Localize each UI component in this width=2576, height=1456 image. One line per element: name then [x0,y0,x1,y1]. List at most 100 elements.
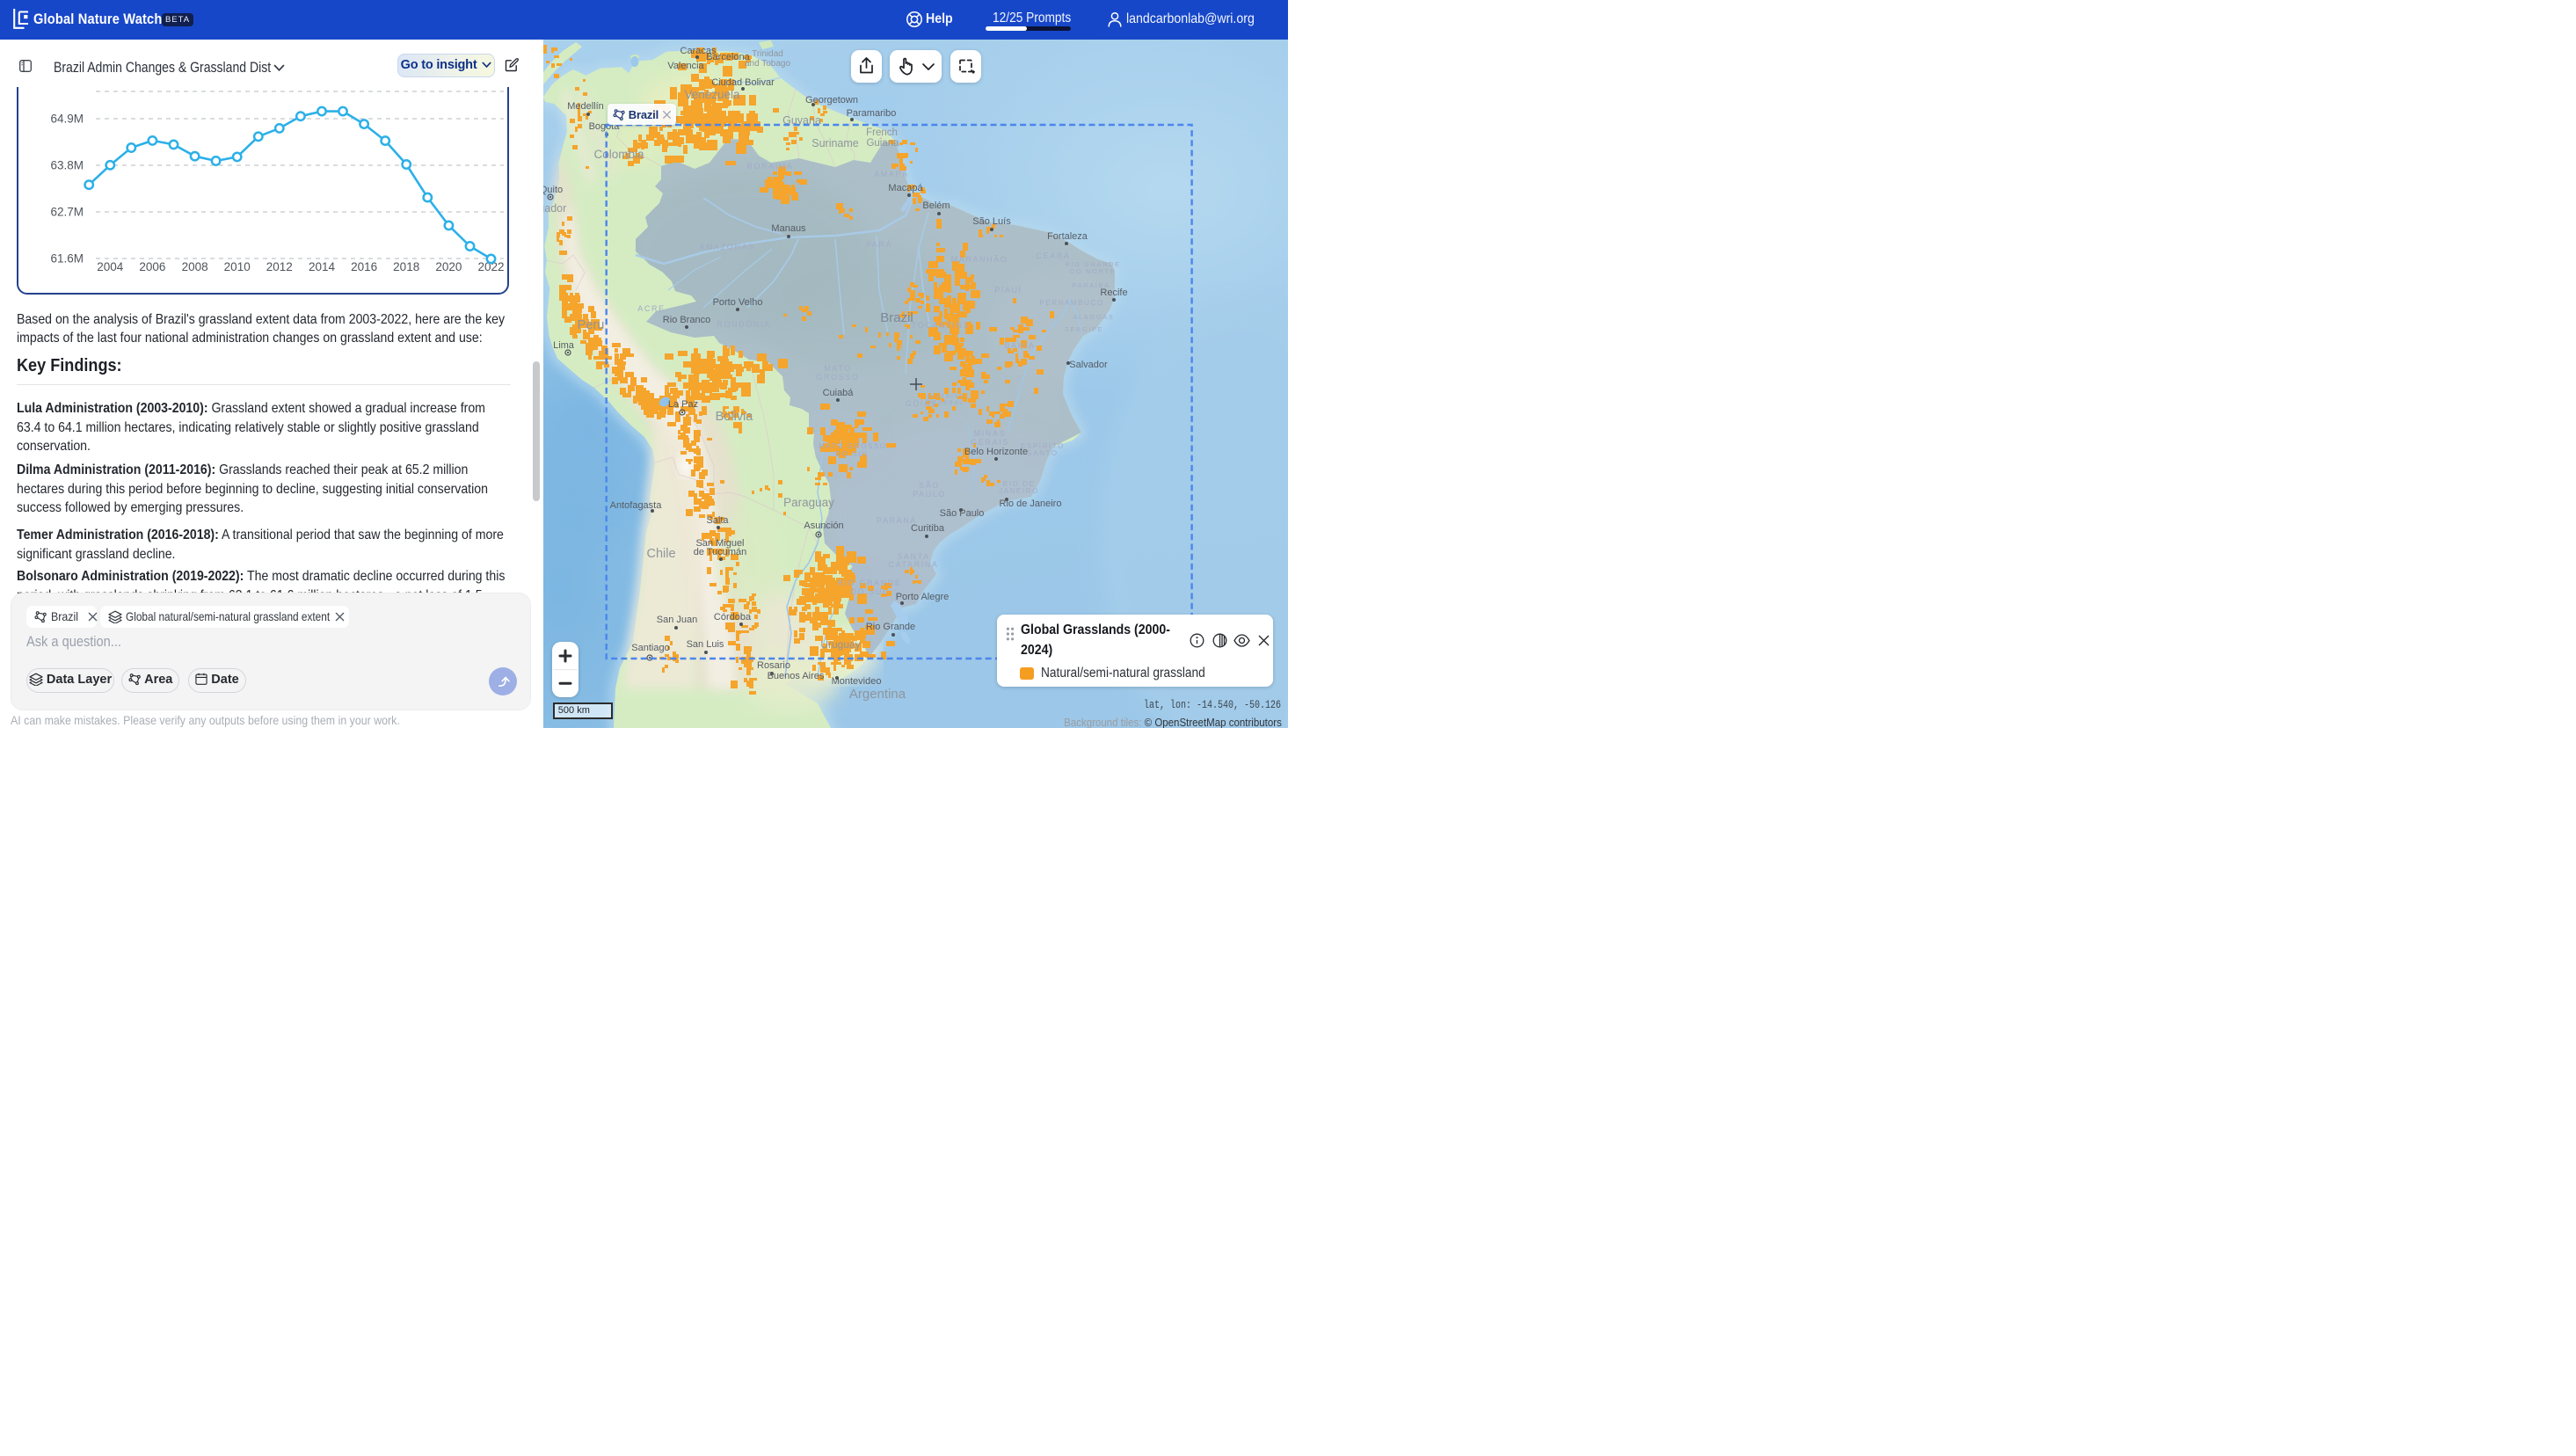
svg-text:CATARINA: CATARINA [889,560,939,569]
svg-text:Recife: Recife [1100,288,1127,298]
svg-text:2018: 2018 [393,260,419,273]
svg-text:Cuiabá: Cuiabá [823,388,855,398]
svg-text:PARÁ: PARÁ [866,240,892,249]
svg-text:RONDÔNIA: RONDÔNIA [717,320,770,329]
svg-text:Rosario: Rosario [757,660,790,671]
svg-text:MATO GROSSO: MATO GROSSO [819,442,886,450]
svg-text:Caracas: Caracas [680,46,717,56]
svg-text:2014: 2014 [309,260,336,273]
svg-text:AMAPÁ: AMAPÁ [874,170,909,178]
svg-text:de Tucumán: de Tucumán [694,547,747,557]
svg-text:DO SUL: DO SUL [835,450,870,458]
svg-text:BAHIA: BAHIA [1004,341,1035,350]
svg-text:2006: 2006 [139,260,165,273]
svg-text:DO SUL: DO SUL [850,587,888,596]
svg-text:Bolivia: Bolivia [716,410,754,424]
svg-text:Chile: Chile [646,547,675,561]
svg-text:São Luís: São Luís [972,216,1011,227]
svg-text:RIO GRANDE: RIO GRANDE [837,579,901,587]
svg-text:2022: 2022 [477,260,504,273]
svg-text:Porto Alegre: Porto Alegre [896,592,950,602]
svg-text:RIO DE: RIO DE [1002,480,1035,488]
svg-text:Manaus: Manaus [771,223,806,234]
svg-text:MARANHÃO: MARANHÃO [951,255,1008,264]
svg-text:Santiago: Santiago [631,643,669,653]
svg-text:62.7M: 62.7M [50,206,84,219]
svg-text:Valencia: Valencia [667,61,704,71]
svg-text:63.8M: 63.8M [50,159,84,172]
svg-text:AMAZONAS: AMAZONAS [699,243,754,251]
svg-text:SÃO: SÃO [919,481,940,490]
svg-text:Brazil: Brazil [880,310,913,325]
svg-text:Asunción: Asunción [804,521,843,531]
svg-text:Suriname: Suriname [811,137,859,149]
svg-text:RORAIMA: RORAIMA [746,162,793,171]
svg-text:2020: 2020 [435,260,462,273]
svg-text:Medellín: Medellín [567,101,604,112]
svg-text:TOCANTINS: TOCANTINS [912,321,970,330]
svg-text:ALAGOAS: ALAGOAS [1073,313,1114,321]
svg-text:Belém: Belém [922,200,950,211]
svg-text:RIO GRANDE: RIO GRANDE [1065,260,1121,268]
svg-text:MATO: MATO [824,364,852,373]
svg-text:MINAS: MINAS [974,429,1007,438]
svg-text:PARAÍBA: PARAÍBA [1072,281,1110,289]
svg-text:GOIÁS: GOIÁS [906,399,938,408]
svg-text:61.6M: 61.6M [50,252,84,266]
svg-text:PARANÁ: PARANÁ [877,516,917,525]
svg-text:Montevideo: Montevideo [832,676,882,687]
svg-text:Paramaribo: Paramaribo [847,108,897,119]
svg-text:DISTRITO: DISTRITO [927,394,964,400]
svg-text:San Luis: San Luis [687,639,724,650]
svg-text:Rio Branco: Rio Branco [663,315,710,325]
svg-text:Curitiba: Curitiba [911,523,945,534]
svg-text:DO NORTE: DO NORTE [1070,267,1116,275]
svg-text:Ciudad Bolivar: Ciudad Bolivar [711,77,775,88]
svg-text:French: French [866,127,898,138]
svg-text:Macapá: Macapá [888,183,923,193]
svg-text:SANTO: SANTO [1027,449,1058,457]
svg-text:PIAUÍ: PIAUÍ [994,286,1022,295]
svg-text:La Paz: La Paz [668,399,698,410]
svg-text:and Tobago: and Tobago [745,59,791,69]
svg-text:GERAIS: GERAIS [971,438,1009,447]
svg-text:2008: 2008 [182,260,208,273]
svg-text:2004: 2004 [97,260,124,273]
svg-text:Guiana: Guiana [866,138,899,149]
svg-text:Argentina: Argentina [849,687,906,702]
svg-text:Salta: Salta [706,515,729,526]
svg-text:ACRE: ACRE [637,304,665,313]
svg-text:San Miguel: San Miguel [695,538,744,549]
svg-text:Barcelona: Barcelona [706,52,750,62]
svg-text:Fortaleza: Fortaleza [1047,231,1088,242]
svg-text:Colombia: Colombia [593,148,644,161]
svg-text:Belo Horizonte: Belo Horizonte [964,447,1028,457]
svg-text:Georgetown: Georgetown [805,95,858,106]
svg-text:Rio Grande: Rio Grande [866,622,915,632]
svg-text:Quito: Quito [543,185,563,195]
svg-text:PAULO: PAULO [913,490,946,499]
svg-text:Rio de Janeiro: Rio de Janeiro [1000,499,1062,509]
svg-text:2012: 2012 [266,260,293,273]
svg-text:Porto Velho: Porto Velho [713,297,763,308]
svg-text:Peru: Peru [578,318,605,332]
svg-text:FEDERAL: FEDERAL [928,400,964,406]
svg-text:SANTA: SANTA [897,552,929,561]
svg-text:San Juan: San Juan [657,615,697,625]
svg-text:CEARÁ: CEARÁ [1036,251,1070,260]
svg-text:Guyana: Guyana [782,114,821,127]
svg-text:Córdoba: Córdoba [714,612,752,622]
svg-text:Venezuela: Venezuela [684,88,740,101]
svg-text:GROSSO: GROSSO [816,373,859,382]
svg-text:2010: 2010 [224,260,251,273]
svg-text:Trinidad: Trinidad [752,49,783,59]
svg-text:64.9M: 64.9M [50,113,84,126]
svg-text:JANEIRO: JANEIRO [999,487,1039,495]
svg-text:Ecuador: Ecuador [543,202,566,215]
svg-text:Buenos Aires: Buenos Aires [768,671,825,681]
svg-text:ESPÍRITO: ESPÍRITO [1021,442,1065,450]
svg-text:SERGIPE: SERGIPE [1065,325,1104,333]
svg-text:São Paulo: São Paulo [940,508,985,519]
svg-text:Antofagasta: Antofagasta [610,500,663,511]
svg-text:Uruguay: Uruguay [820,638,860,651]
